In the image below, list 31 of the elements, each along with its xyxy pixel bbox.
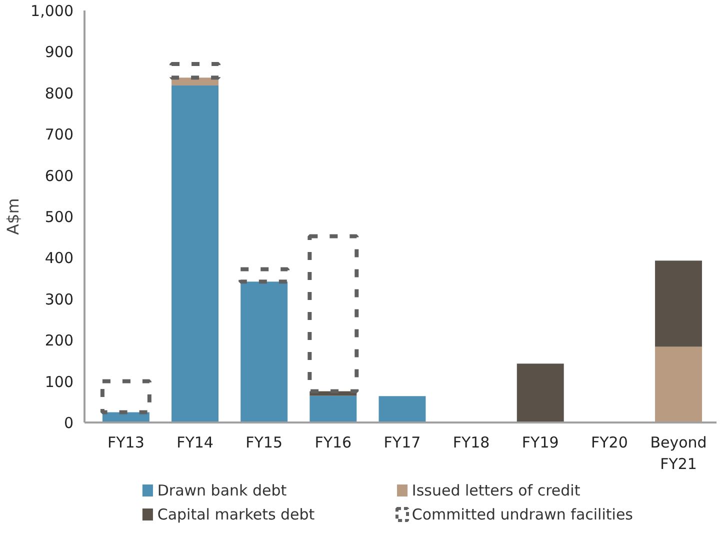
y-axis-title: A$m [4, 198, 23, 235]
y-tick-label: 300 [44, 290, 74, 308]
legend-label: Capital markets debt [157, 506, 315, 524]
y-tick-label: 700 [44, 126, 74, 144]
legend-label: Drawn bank debt [157, 482, 287, 500]
x-tick-label: FY17 [384, 434, 421, 452]
y-tick-label: 100 [44, 372, 74, 391]
legend-label: Issued letters of credit [412, 482, 580, 500]
y-tick-label: 900 [44, 43, 74, 62]
y-tick-label: 400 [44, 249, 74, 268]
bar [310, 396, 357, 422]
bar [655, 260, 702, 347]
bar [516, 364, 564, 422]
x-tick-label: FY16 [314, 434, 352, 452]
bar [655, 346, 702, 422]
bar [378, 396, 426, 422]
x-tick-label: Beyond FY21 [650, 434, 707, 474]
y-tick-label: 1,000 [30, 2, 74, 20]
y-tick-label: 600 [44, 166, 74, 185]
y-tick-label: 200 [44, 332, 74, 350]
bar [172, 85, 218, 422]
x-tick-label: FY20 [591, 434, 628, 452]
y-tick-label: 0 [64, 414, 74, 432]
x-tick-label: FY13 [108, 434, 144, 452]
y-tick-label: 800 [44, 84, 74, 102]
legend-label: Committed undrawn facilities [412, 506, 634, 524]
x-tick-label: FY15 [246, 434, 283, 452]
x-tick-label: FY18 [452, 434, 490, 452]
x-tick-label: FY14 [176, 434, 214, 452]
x-tick-label: FY19 [522, 434, 559, 452]
y-tick-label: 500 [44, 208, 74, 226]
